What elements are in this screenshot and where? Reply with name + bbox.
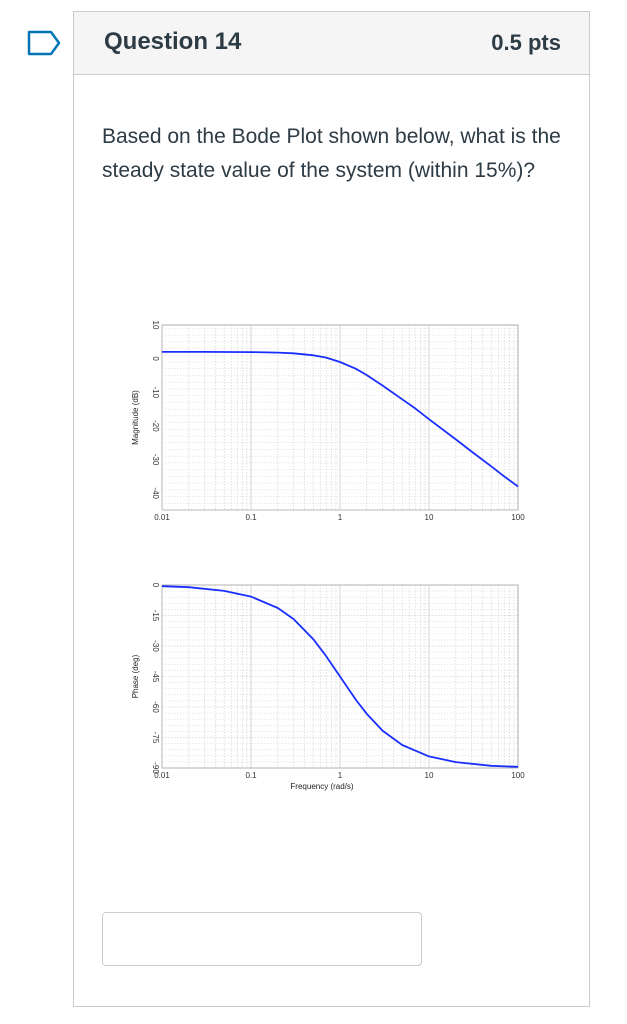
y-tick-label: 0 (151, 356, 160, 361)
x-tick-label: 10 (425, 771, 434, 780)
x-tick-label: 100 (511, 771, 525, 780)
x-tick-label: 1 (338, 771, 343, 780)
y-tick-label: -75 (151, 732, 160, 744)
y-tick-label: -30 (151, 454, 160, 466)
question-header: Question 14 0.5 pts (74, 12, 589, 75)
x-tick-label: 0.01 (154, 771, 170, 780)
x-tick-label: 100 (511, 513, 525, 522)
series-line (162, 351, 519, 488)
y-tick-label: 0 (151, 583, 160, 588)
phase-plot: 0 -15 -30 -45 -60 -75 -900.01 0.1 1 10 100 Phase (d… (131, 583, 525, 791)
x-tick-label: 0.1 (245, 513, 257, 522)
y-axis-label: Phase (deg) (131, 654, 140, 698)
y-tick-label: -10 (151, 386, 160, 398)
question-text: Based on the Bode Plot shown below, what… (102, 125, 561, 182)
y-tick-label: -60 (151, 701, 160, 713)
answer-input[interactable] (102, 912, 422, 966)
y-tick-label: -90 (151, 762, 160, 774)
x-tick-label: 0.1 (245, 771, 257, 780)
x-tick-label: 1 (338, 513, 343, 522)
y-tick-label: -45 (151, 671, 160, 683)
y-tick-label: -40 (151, 487, 160, 499)
y-tick-label: -15 (151, 610, 160, 622)
x-tick-label: 10 (425, 513, 434, 522)
y-tick-label: -30 (151, 640, 160, 652)
y-tick-label: -20 (151, 420, 160, 432)
x-tick-label: 0.01 (154, 513, 170, 522)
x-axis-label: Frequency (rad/s) (290, 782, 353, 791)
series-line (161, 585, 519, 768)
y-tick-label: 10 (151, 321, 160, 330)
question-points: 0.5 pts (491, 30, 561, 55)
bookmark-flag-icon[interactable] (27, 30, 61, 56)
y-axis-label: Magnitude (dB) (131, 390, 140, 445)
question-title: Question 14 (104, 28, 242, 55)
